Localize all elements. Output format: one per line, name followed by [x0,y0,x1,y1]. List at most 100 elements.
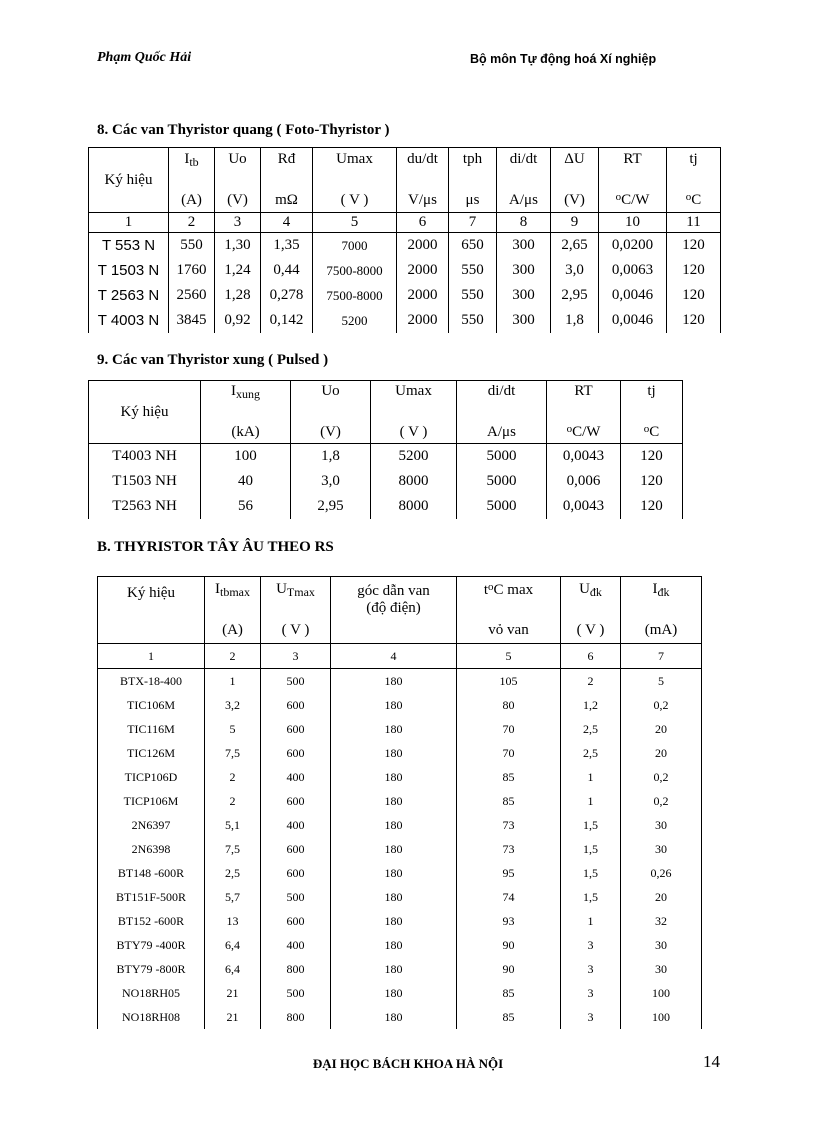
column-number: 3 [214,212,261,233]
table-cell: 2N6398 [97,837,205,861]
unit-text: C [691,192,702,208]
header-cell: Uo (V) [214,147,261,213]
header-department: Bộ môn Tự động hoá Xí nghiệp [470,52,657,66]
table-cell: 2,65 [550,232,599,258]
table-cell: 85 [456,765,561,789]
pulsed-thyristor-table: Ký hiệu Ixung (kA) Uo (V) Umax ( V ) di/dt A… [88,380,683,519]
table-cell: 550 [168,232,215,258]
table-cell: 70 [456,741,561,765]
foto-thyristor-table: Ký hiệu Itb (A) Uo (V) Rđ mΩ Umax( V ) du/dt V/μs… [88,147,721,333]
table-cell: 3 [560,1005,621,1029]
header-udk: Uđk [562,581,620,600]
table-cell: 120 [620,443,683,469]
table-row: T2563 NH 56 2,95 8000 5000 0,0043 120 [88,494,683,519]
rt-sup: o [566,423,573,435]
table-cell: 2000 [396,308,449,333]
header-unit: oC [668,191,720,209]
ixung-sub: xung [236,387,260,401]
table-cell: T 4003 N [88,308,169,333]
table-cell: 180 [330,1005,457,1029]
column-number: 2 [168,212,215,233]
table-cell: 1,2 [560,693,621,717]
table-cell: 600 [260,693,331,717]
header-cell: RT oC/W [598,147,667,213]
table-cell: 120 [666,283,721,308]
header-idk: Iđk [622,581,701,600]
table-cell: 3,0 [550,258,599,283]
header-goc-unit: (độ điện) [366,600,421,616]
section-b-title: B. THYRISTOR TÂY ÂU THEO RS [97,539,334,555]
section-8-title: 8. Các van Thyristor quang ( Foto-Thyris… [97,122,390,138]
table-cell: 120 [666,232,721,258]
header-kyhieu: Ký hiệu [88,380,201,444]
table-cell: 180 [330,789,457,813]
table-row: TIC106M 3,2 600 180 80 1,2 0,2 [97,693,702,717]
table-cell: 13 [204,909,261,933]
header-label: di/dt [509,151,538,167]
table-cell: 1 [560,789,621,813]
header-unit: μs [465,192,480,208]
column-number: 6 [560,643,621,669]
header-label: tph [462,151,483,167]
table-cell: 2,95 [290,494,371,519]
header-unit: (V) [564,192,585,208]
column-number-row: 1 2 3 4 5 6 7 8 9 10 11 [88,212,721,233]
table-cell: BT151F-500R [97,885,205,909]
table-cell: 1,5 [560,861,621,885]
section-9-title: 9. Các van Thyristor xung ( Pulsed ) [97,352,329,368]
column-number: 3 [260,643,331,669]
table-cell: 3,2 [204,693,261,717]
table-cell: 6,4 [204,933,261,957]
ut-main: U [276,581,287,597]
table-cell: 80 [456,693,561,717]
table-cell: T4003 NH [88,443,201,469]
table-cell: 90 [456,957,561,981]
table-cell: 300 [496,232,551,258]
table-cell: 400 [260,813,331,837]
table-cell: 1 [560,909,621,933]
table-cell: 1760 [168,258,215,283]
unit-text: C/W [621,192,650,208]
table-cell: 20 [620,741,702,765]
table-cell: 7500-8000 [312,283,397,308]
table-cell: 7,5 [204,741,261,765]
table-cell: 8000 [370,469,457,494]
table-cell: TIC106M [97,693,205,717]
column-number: 5 [456,643,561,669]
label-main: I [184,151,190,167]
table-cell: 180 [330,741,457,765]
table-cell: 1,24 [214,258,261,283]
column-number: 8 [496,212,551,233]
table-cell: 1,8 [550,308,599,333]
idk-sub: đk [657,585,670,599]
column-number: 4 [260,212,313,233]
ixung-unit: (kA) [231,424,260,440]
table-cell: 600 [260,861,331,885]
table-cell: 32 [620,909,702,933]
table-cell: 120 [666,308,721,333]
header-unit: V/μs [408,192,437,208]
table-cell: 5000 [456,469,547,494]
table-cell: 0,0046 [598,308,667,333]
table-cell: 7500-8000 [312,258,397,283]
table-cell: 120 [620,494,683,519]
table-cell: 30 [620,933,702,957]
header-rt: RT [574,383,593,399]
header-cell: Umax ( V ) [312,147,397,213]
t-unit: vỏ van [488,622,529,638]
unit-sup: o [615,191,622,203]
table-cell: 21 [204,981,261,1005]
table-cell: 600 [260,741,331,765]
table-cell: 40 [200,469,291,494]
table-row: 2N6397 5,1 400 180 73 1,5 30 [97,813,702,837]
table-cell: 7,5 [204,837,261,861]
table-cell: 2000 [396,258,449,283]
udk-unit: ( V ) [576,622,605,638]
table-cell: 85 [456,981,561,1005]
header-row: Ký hiệu Itb (A) Uo (V) Rđ mΩ Umax( V ) du/dt V/μs… [88,147,721,213]
table-cell: 5 [204,717,261,741]
header-tmax: toC max [458,581,560,599]
table-cell: 2000 [396,283,449,308]
table-cell: 180 [330,813,457,837]
